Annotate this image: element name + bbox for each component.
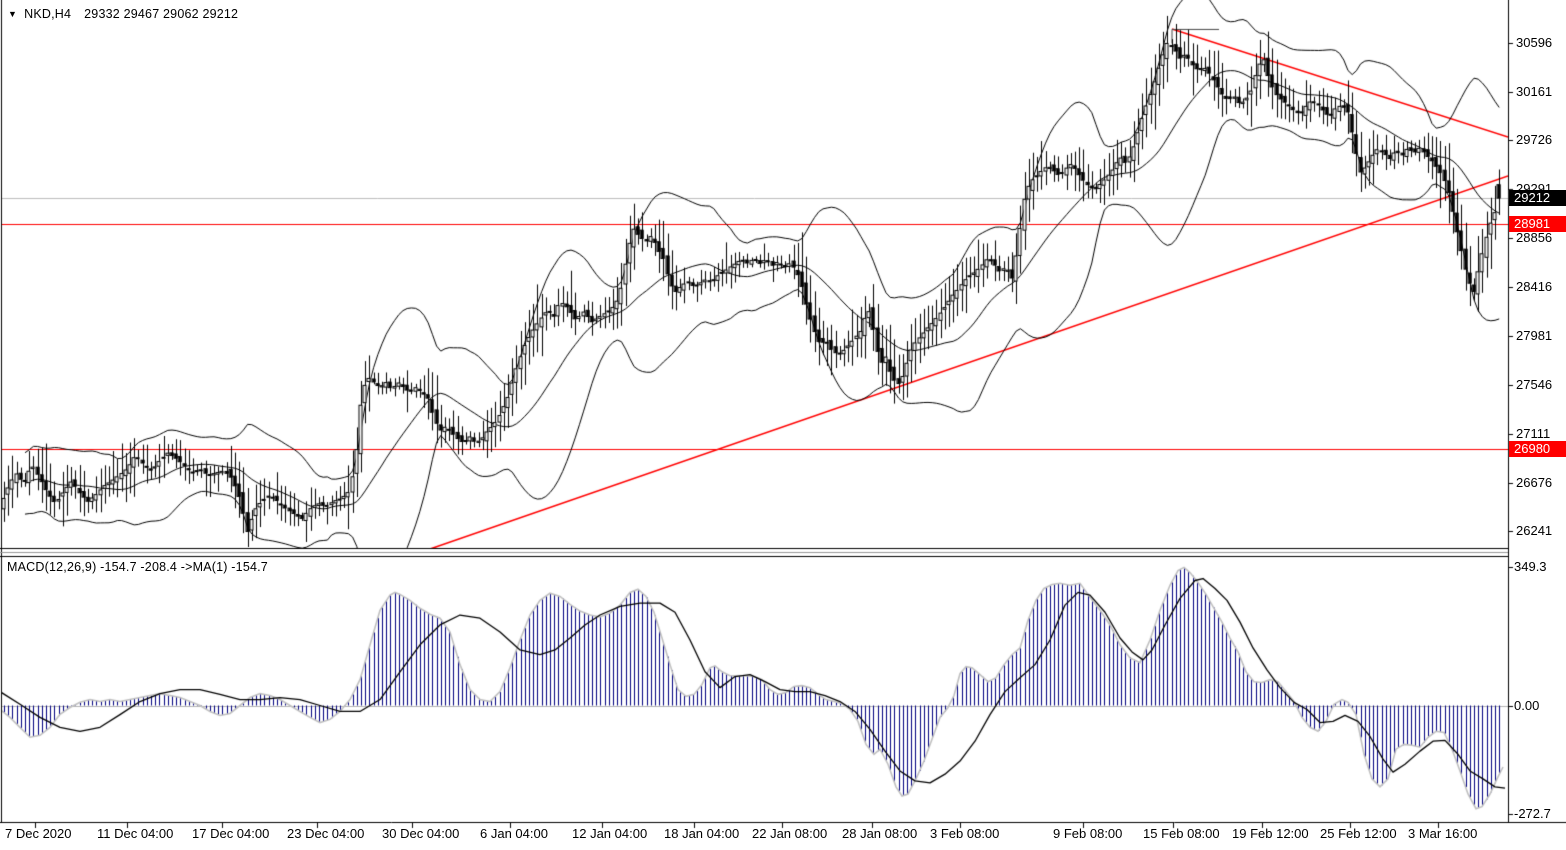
chart-canvas[interactable]: [0, 0, 1566, 850]
chart-window: ▼ NKD,H4 29332 29467 29062 29212 MACD(12…: [0, 0, 1566, 850]
